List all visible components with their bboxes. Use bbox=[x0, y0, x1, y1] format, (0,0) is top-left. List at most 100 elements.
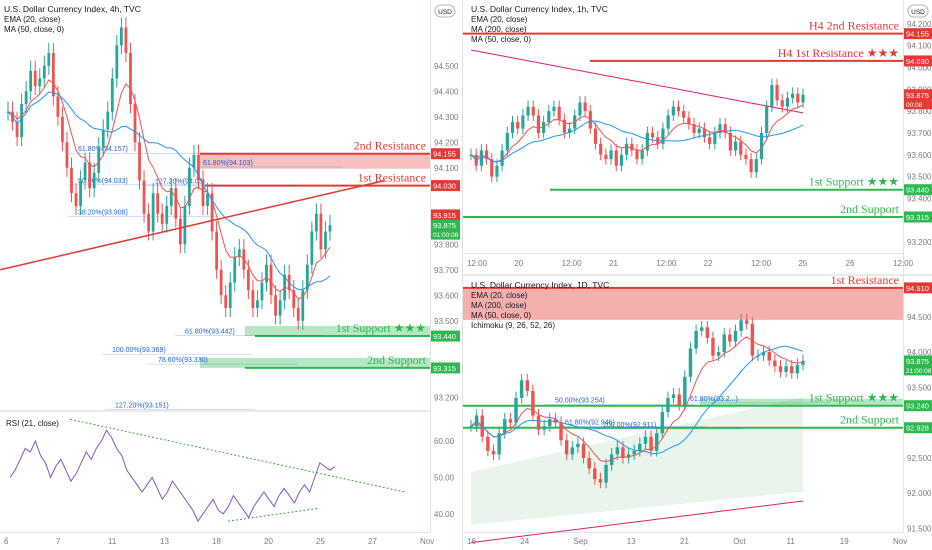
rsi-y-tick-label: 60.00 bbox=[434, 437, 455, 446]
candle-body bbox=[630, 143, 634, 151]
candle-body bbox=[83, 162, 87, 181]
fib-label: 50.00%(94.033) bbox=[78, 178, 128, 185]
fib-label: 50.00%(93.254) bbox=[555, 398, 605, 405]
fib-label: 61.80%(94.103) bbox=[203, 160, 253, 167]
support-zone bbox=[700, 398, 903, 406]
candle-body bbox=[576, 443, 580, 448]
candle-body bbox=[660, 412, 665, 434]
candle-body bbox=[621, 447, 625, 458]
candle-body bbox=[219, 269, 223, 296]
candle-body bbox=[598, 479, 603, 483]
candle-body bbox=[133, 104, 137, 143]
x-tick-label: 24 bbox=[520, 537, 529, 546]
candle-body bbox=[711, 337, 715, 356]
candle-body bbox=[24, 91, 28, 104]
candle-body bbox=[301, 290, 305, 321]
candle-body bbox=[676, 106, 681, 112]
candle-body bbox=[88, 162, 92, 189]
level-label: 2nd Support bbox=[840, 413, 900, 427]
candle-body bbox=[165, 206, 169, 224]
x-tick-label: 25 bbox=[798, 259, 807, 268]
indicator-label: EMA (20, close) bbox=[471, 15, 528, 24]
candle-body bbox=[581, 443, 586, 458]
y-tick-label: 93.500 bbox=[907, 383, 932, 392]
ma-50-line bbox=[7, 91, 331, 291]
currency-label: USD bbox=[911, 9, 925, 16]
resistance-zone bbox=[463, 287, 903, 320]
candle-body bbox=[224, 295, 228, 308]
chart-panel-left-rsi: 60.00 50.00 40.00 RSI (21, close) bbox=[6, 418, 455, 523]
candle-body bbox=[683, 376, 687, 405]
x-tick-label: 12:00 bbox=[751, 259, 772, 268]
y-tick-label: 94.200 bbox=[907, 20, 932, 29]
candle-body bbox=[692, 124, 696, 133]
candle-body bbox=[767, 352, 771, 361]
candle-body bbox=[228, 282, 232, 308]
fib-label: 127.20%(93.151) bbox=[115, 403, 169, 410]
price-badge-label: 93.315 bbox=[433, 364, 456, 373]
candle-body bbox=[15, 121, 19, 138]
candle-body bbox=[315, 213, 318, 232]
x-tick-label: 6 bbox=[4, 537, 9, 546]
currency-pill bbox=[434, 4, 456, 18]
candle-body bbox=[699, 327, 704, 331]
price-badge-label: 94.030 bbox=[433, 182, 456, 191]
y-tick-label: 94.000 bbox=[907, 348, 932, 357]
candle-body bbox=[160, 213, 164, 224]
candle-body bbox=[151, 193, 155, 232]
candle-body bbox=[92, 172, 96, 189]
candle-body bbox=[649, 436, 653, 451]
price-badge bbox=[904, 184, 932, 196]
x-tick-label: Sep bbox=[574, 537, 589, 546]
candle-body bbox=[265, 264, 268, 283]
y-tick-label: 93.200 bbox=[907, 238, 932, 247]
candle-body bbox=[677, 394, 681, 405]
candle-body bbox=[486, 436, 490, 451]
candle-body bbox=[495, 165, 499, 177]
candle-body bbox=[728, 334, 732, 342]
indicator-label: Ichimoku (9, 26, 52, 26) bbox=[471, 321, 555, 330]
y-tick-label: 93.700 bbox=[907, 129, 932, 138]
candle-body bbox=[124, 27, 128, 53]
candle-body bbox=[188, 167, 191, 206]
resistance-zone bbox=[200, 153, 430, 169]
x-tick-label: 12:00 bbox=[893, 259, 914, 268]
candle-body bbox=[296, 308, 300, 321]
candle-body bbox=[469, 426, 473, 428]
y-tick-label: 94.000 bbox=[907, 63, 932, 72]
candle-body bbox=[722, 334, 726, 353]
candle-body bbox=[79, 180, 82, 206]
rsi-trend-line bbox=[227, 507, 319, 522]
candle-body bbox=[526, 106, 530, 116]
ema-20-line bbox=[7, 79, 331, 300]
candle-body bbox=[547, 111, 551, 123]
candle-body bbox=[754, 159, 758, 173]
candle-body bbox=[183, 206, 187, 245]
candle-body bbox=[583, 102, 587, 112]
x-tick-label: 13 bbox=[160, 537, 169, 546]
chart-panel-left-4h: 94.500 94.400 94.300 94.200 94.100 93.800 93.7… bbox=[0, 4, 460, 546]
ma-200-line bbox=[470, 49, 804, 114]
candle-body bbox=[562, 119, 566, 133]
x-tick-label: Nov bbox=[420, 537, 434, 546]
candle-body bbox=[638, 443, 642, 451]
y-tick-label: 93.500 bbox=[434, 317, 459, 326]
price-badge bbox=[904, 89, 932, 110]
candle-body bbox=[106, 111, 110, 130]
y-tick-label: 94.200 bbox=[434, 138, 459, 147]
x-tick-label: 19 bbox=[840, 537, 849, 546]
y-tick-label: 93.800 bbox=[907, 107, 932, 116]
candle-body bbox=[33, 70, 37, 87]
level-label: 1st Resistance bbox=[358, 171, 426, 185]
candle-body bbox=[723, 124, 727, 133]
x-tick-label: 16 bbox=[467, 537, 476, 546]
price-badge-label: 93.875 bbox=[906, 357, 929, 366]
fib-label: 127.20%(94.03) bbox=[155, 179, 205, 186]
y-tick-label: 94.100 bbox=[907, 42, 932, 51]
level-label: 2nd Resistance bbox=[354, 139, 426, 153]
candle-body bbox=[559, 422, 563, 441]
candle-body bbox=[718, 124, 722, 133]
candle-body bbox=[536, 415, 541, 430]
y-tick-label: 94.300 bbox=[434, 113, 459, 122]
candle-body bbox=[178, 218, 182, 245]
